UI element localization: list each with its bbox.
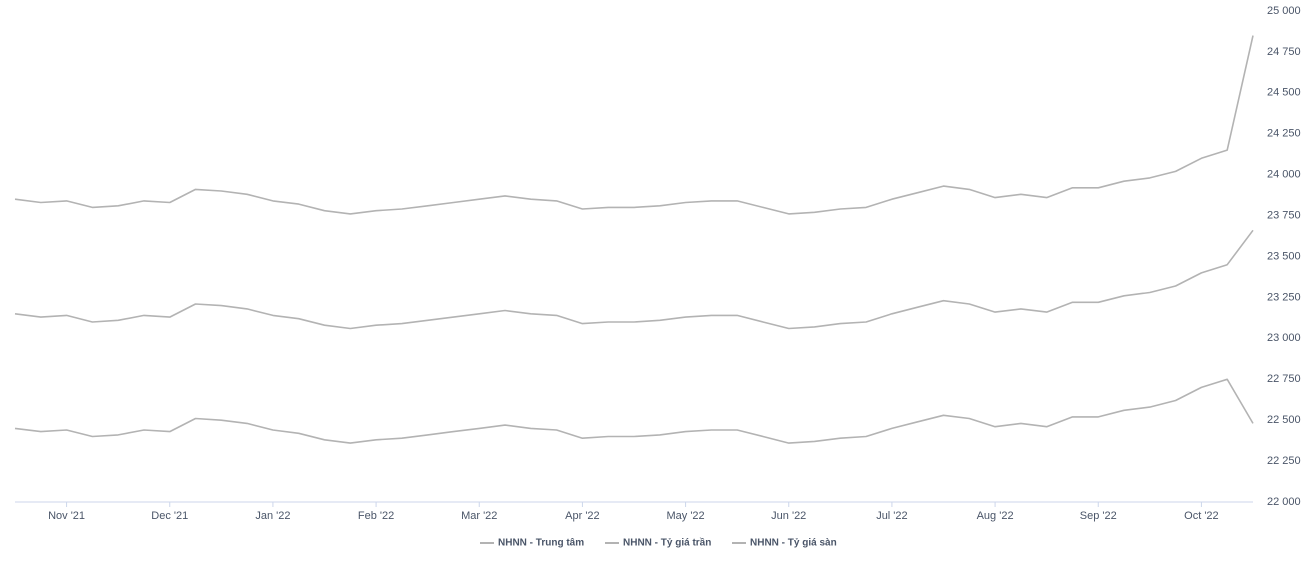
y-tick-label: 22 750 <box>1267 373 1301 385</box>
y-tick-label: 22 000 <box>1267 496 1301 508</box>
series-line <box>14 229 1254 330</box>
x-tick-label: Jan '22 <box>255 510 290 522</box>
x-tick-label: Dec '21 <box>151 510 188 522</box>
y-tick-label: 23 750 <box>1267 209 1301 221</box>
y-tick-label: 24 000 <box>1267 169 1301 181</box>
y-tick-label: 23 500 <box>1267 250 1301 262</box>
y-tick-label: 22 500 <box>1267 414 1301 426</box>
y-tick-label: 24 250 <box>1267 128 1301 140</box>
x-tick-label: Jun '22 <box>771 510 806 522</box>
y-tick-label: 22 250 <box>1267 455 1301 467</box>
series-line <box>14 378 1254 444</box>
series-line <box>14 35 1254 215</box>
y-tick-label: 25 000 <box>1267 5 1301 17</box>
legend-label: NHNN - Tỷ giá sàn <box>750 538 837 549</box>
x-tick-label: Sep '22 <box>1080 510 1117 522</box>
x-tick-label: Apr '22 <box>565 510 600 522</box>
x-tick-label: Mar '22 <box>461 510 497 522</box>
y-tick-label: 24 500 <box>1267 87 1301 99</box>
y-tick-label: 23 250 <box>1267 291 1301 303</box>
legend-label: NHNN - Trung tâm <box>498 538 584 549</box>
x-tick-label: Aug '22 <box>977 510 1014 522</box>
y-tick-label: 24 750 <box>1267 46 1301 58</box>
legend-label: NHNN - Tỷ giá trần <box>623 537 711 549</box>
x-tick-label: Jul '22 <box>876 510 907 522</box>
x-tick-label: May '22 <box>666 510 704 522</box>
x-tick-label: Oct '22 <box>1184 510 1219 522</box>
y-tick-label: 23 000 <box>1267 332 1301 344</box>
x-tick-label: Feb '22 <box>358 510 394 522</box>
x-tick-label: Nov '21 <box>48 510 85 522</box>
